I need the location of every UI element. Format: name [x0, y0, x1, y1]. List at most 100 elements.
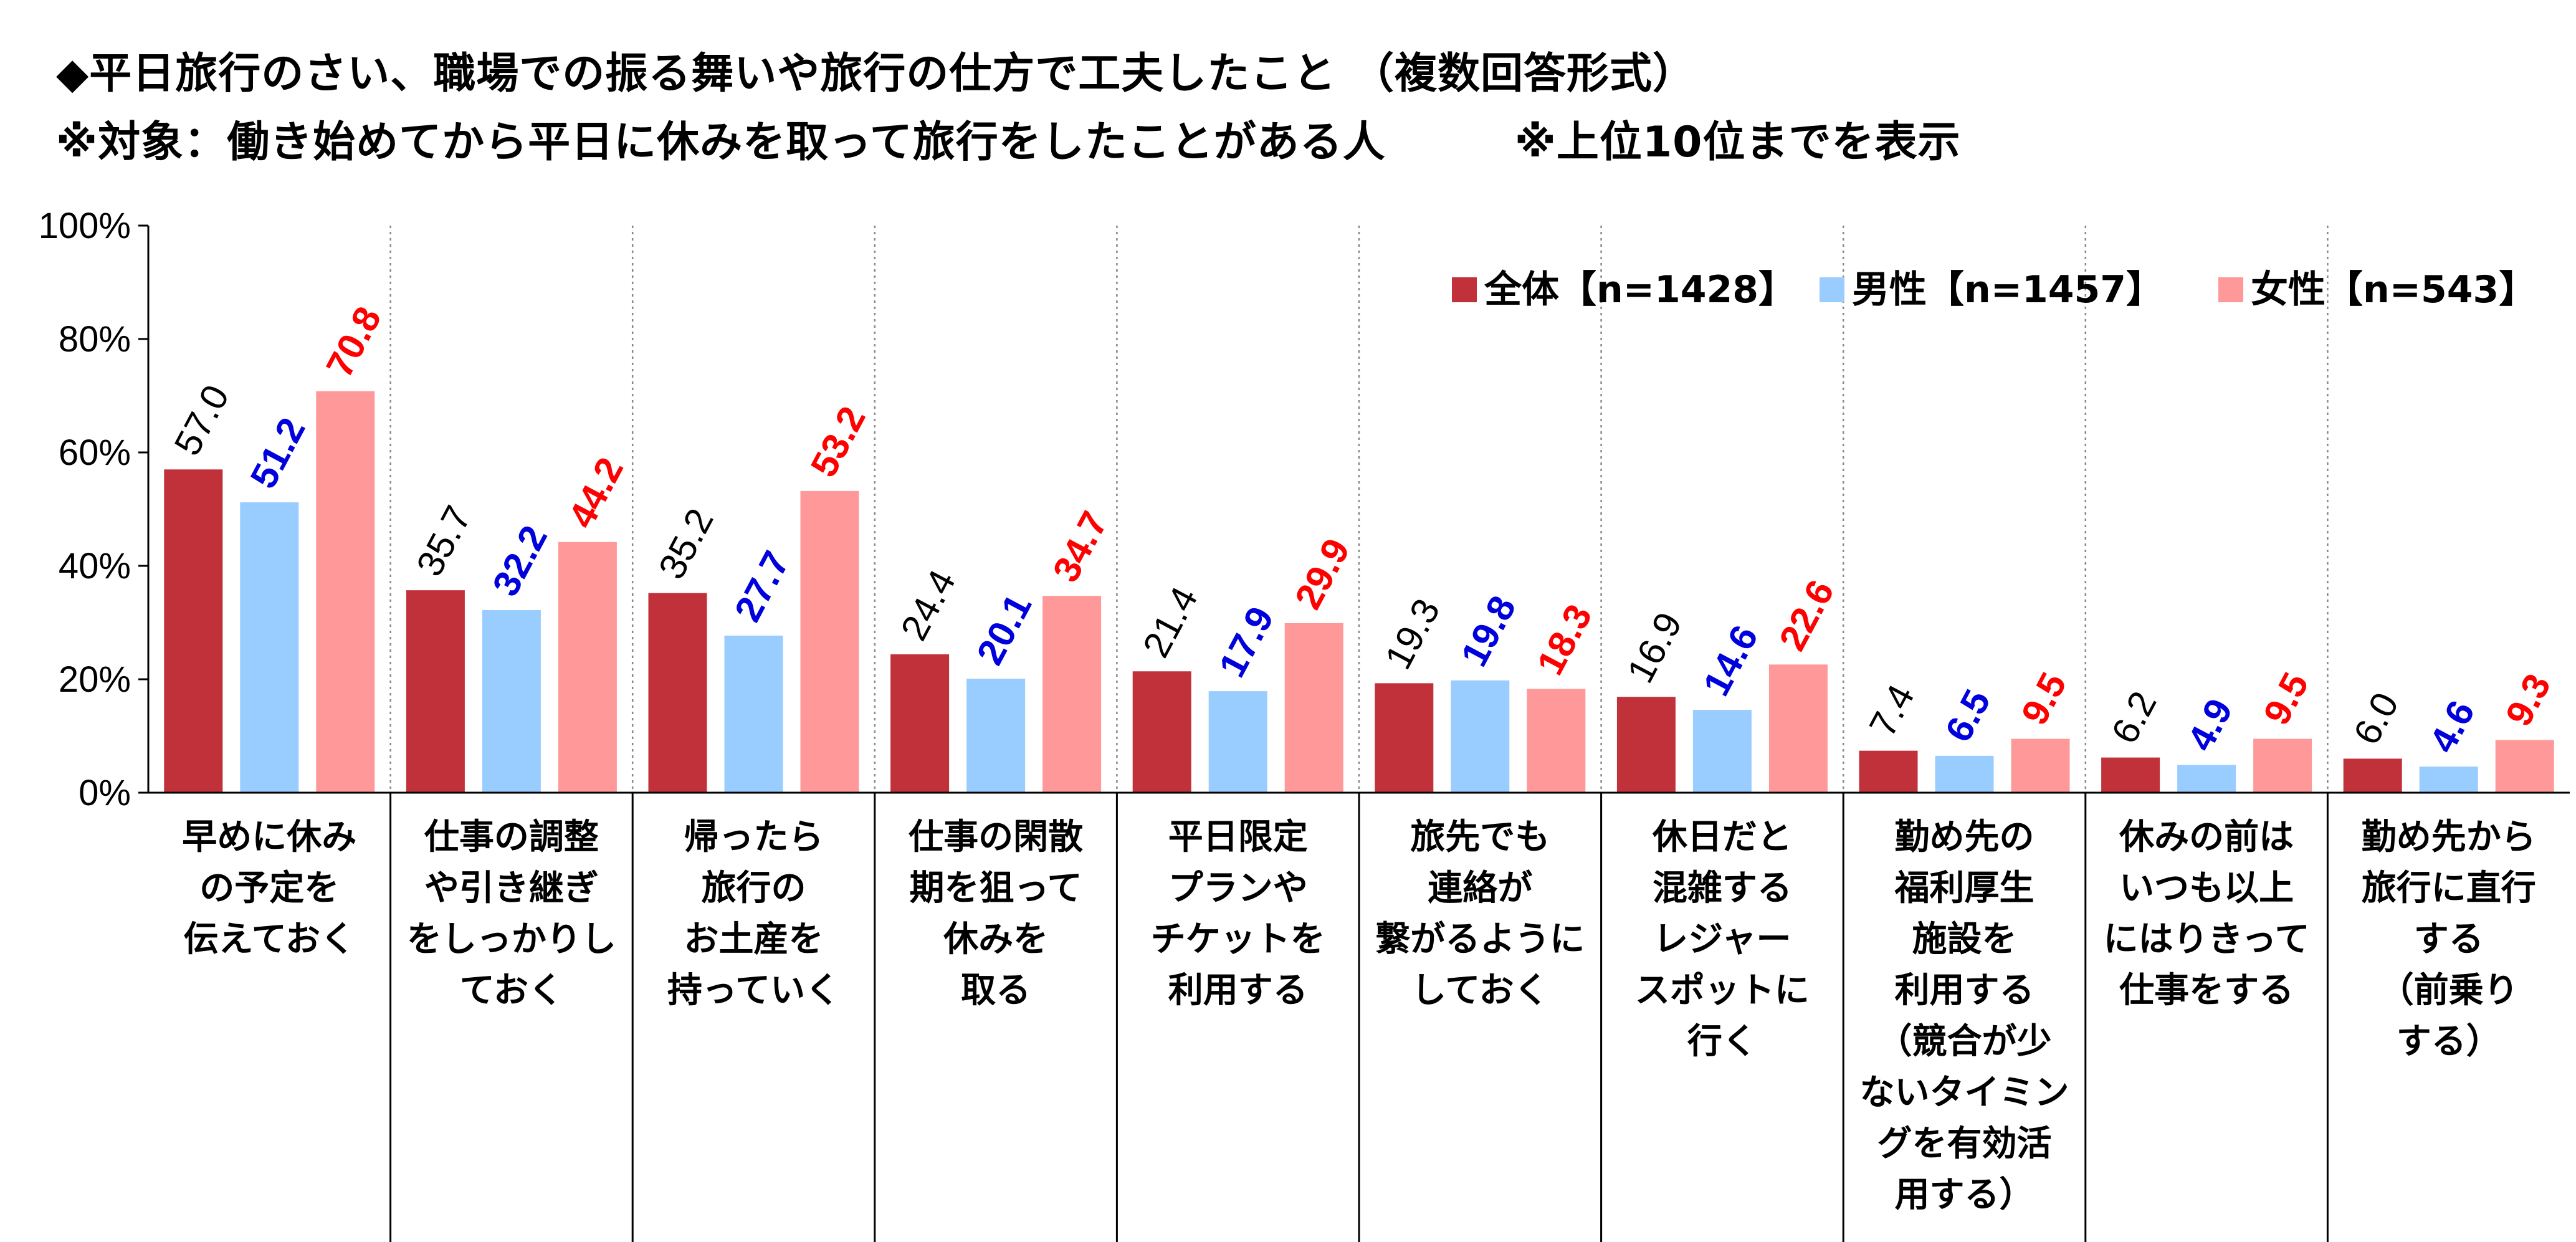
category-label: 取る: [961, 970, 1031, 1011]
category-label: お土産を: [684, 919, 824, 960]
bar: [316, 391, 375, 793]
data-label: 35.2: [651, 502, 722, 586]
data-label: 9.5: [2013, 666, 2074, 732]
category-label: 勤め先から: [2362, 817, 2536, 857]
category-label: ておく: [460, 970, 563, 1011]
bar: [1375, 683, 1434, 793]
category-label: 期を狙って: [909, 868, 1082, 909]
data-label: 24.4: [892, 563, 963, 647]
category-label: する）: [2397, 1021, 2501, 1062]
y-tick-label: 0%: [79, 773, 131, 813]
data-label: 21.4: [1135, 580, 1206, 664]
bar: [406, 590, 465, 793]
category-label: 休みを: [943, 919, 1048, 960]
category-label: の予定を: [199, 868, 339, 909]
data-label: 70.8: [318, 300, 389, 384]
data-label: 17.9: [1211, 600, 1282, 684]
data-label: 7.4: [1861, 678, 1922, 743]
data-label: 19.3: [1377, 592, 1448, 676]
bar: [1616, 697, 1676, 793]
bar: [2253, 738, 2312, 793]
category-label: や引き継ぎ: [424, 868, 599, 909]
category-label: をしっかりし: [407, 919, 616, 960]
bar: [1284, 623, 1343, 793]
category-label: 連絡が: [1428, 868, 1532, 909]
bar: [2343, 758, 2402, 793]
category-label: 勤め先の: [1895, 817, 2035, 857]
category-label: にはりきって: [2104, 919, 2310, 960]
bar: [800, 490, 859, 793]
category-label: 混雑する: [1653, 868, 1792, 909]
category-label: （前乗り: [2379, 970, 2519, 1011]
category-label: プランや: [1168, 868, 1308, 909]
category-label: 利用する: [1895, 970, 2035, 1011]
data-label: 35.7: [408, 499, 479, 583]
chart-title: ◆平日旅行のさい、職場での振る舞いや旅行の仕方で工夫したこと （複数回答形式）: [56, 49, 1696, 98]
data-label: 19.8: [1453, 589, 1524, 673]
bar: [1768, 664, 1828, 793]
category-label: レジャー: [1653, 919, 1791, 960]
bar: [2419, 767, 2478, 793]
bar: [1859, 750, 1918, 793]
chart-subtitle: ※対象：働き始めてから平日に休みを取って旅行をしたことがある人 ※上位10位まで…: [56, 118, 1961, 167]
category-label: スポットに: [1635, 970, 1810, 1011]
category-label: グを有効活: [1877, 1124, 2052, 1164]
bar: [1042, 596, 1102, 793]
category-label: 伝えておく: [184, 919, 356, 960]
data-label: 4.9: [2179, 692, 2240, 757]
category-label: いつも以上: [2119, 868, 2294, 909]
y-tick-label: 20%: [59, 659, 131, 700]
data-label: 9.5: [2255, 666, 2316, 732]
legend-swatch: [1820, 277, 1844, 302]
bar: [558, 542, 617, 793]
category-label: 繋がるように: [1375, 919, 1585, 960]
category-label: 仕事をする: [2119, 970, 2294, 1011]
bar: [648, 593, 707, 793]
category-label: 仕事の閑散: [909, 817, 1083, 857]
bar: [482, 609, 541, 793]
data-label: 6.5: [1937, 683, 1998, 748]
legend-label: 女性【n=543】: [2251, 268, 2536, 312]
data-label: 4.6: [2421, 694, 2483, 759]
category-label: 行く: [1687, 1021, 1757, 1062]
legend-label: 男性【n=1457】: [1852, 268, 2163, 312]
legend-swatch: [2218, 277, 2243, 302]
y-tick-label: 100%: [39, 206, 131, 246]
category-label: 用する）: [1895, 1175, 2035, 1215]
category-label: 持っていく: [667, 970, 840, 1011]
data-label: 27.7: [727, 544, 798, 628]
bar: [1451, 680, 1510, 793]
category-label: 帰ったら: [684, 817, 824, 857]
category-label: 仕事の調整: [424, 817, 599, 857]
data-label: 20.1: [968, 588, 1039, 672]
bar: [966, 679, 1026, 793]
category-label: する: [2414, 919, 2484, 960]
bar: [240, 502, 299, 793]
data-label: 14.6: [1695, 619, 1766, 703]
bar: [1527, 689, 1586, 793]
bar: [2177, 765, 2236, 793]
category-label: 旅先でも: [1410, 817, 1550, 857]
bar: [2101, 757, 2160, 793]
category-label: 施設を: [1912, 919, 2017, 960]
category-label: 平日限定: [1168, 817, 1308, 857]
category-label: 利用する: [1168, 970, 1308, 1011]
category-label: 福利厚生: [1894, 868, 2035, 909]
bar: [724, 635, 783, 793]
data-label: 6.0: [2345, 685, 2407, 751]
category-label: 休みの前は: [2119, 817, 2294, 857]
data-label: 57.0: [166, 378, 237, 462]
category-label: 旅行の: [702, 868, 806, 909]
data-label: 34.7: [1044, 505, 1115, 589]
data-label: 16.9: [1619, 606, 1690, 690]
y-tick-label: 60%: [59, 432, 131, 473]
category-label: ないタイミン: [1860, 1072, 2069, 1113]
bar: [2011, 738, 2070, 793]
bar: [1208, 691, 1267, 793]
data-label: 18.3: [1529, 598, 1600, 682]
data-label: 29.9: [1287, 532, 1358, 616]
legend-swatch: [1452, 277, 1477, 302]
data-label: 6.2: [2103, 685, 2164, 750]
category-label: 早めに休み: [182, 817, 356, 857]
